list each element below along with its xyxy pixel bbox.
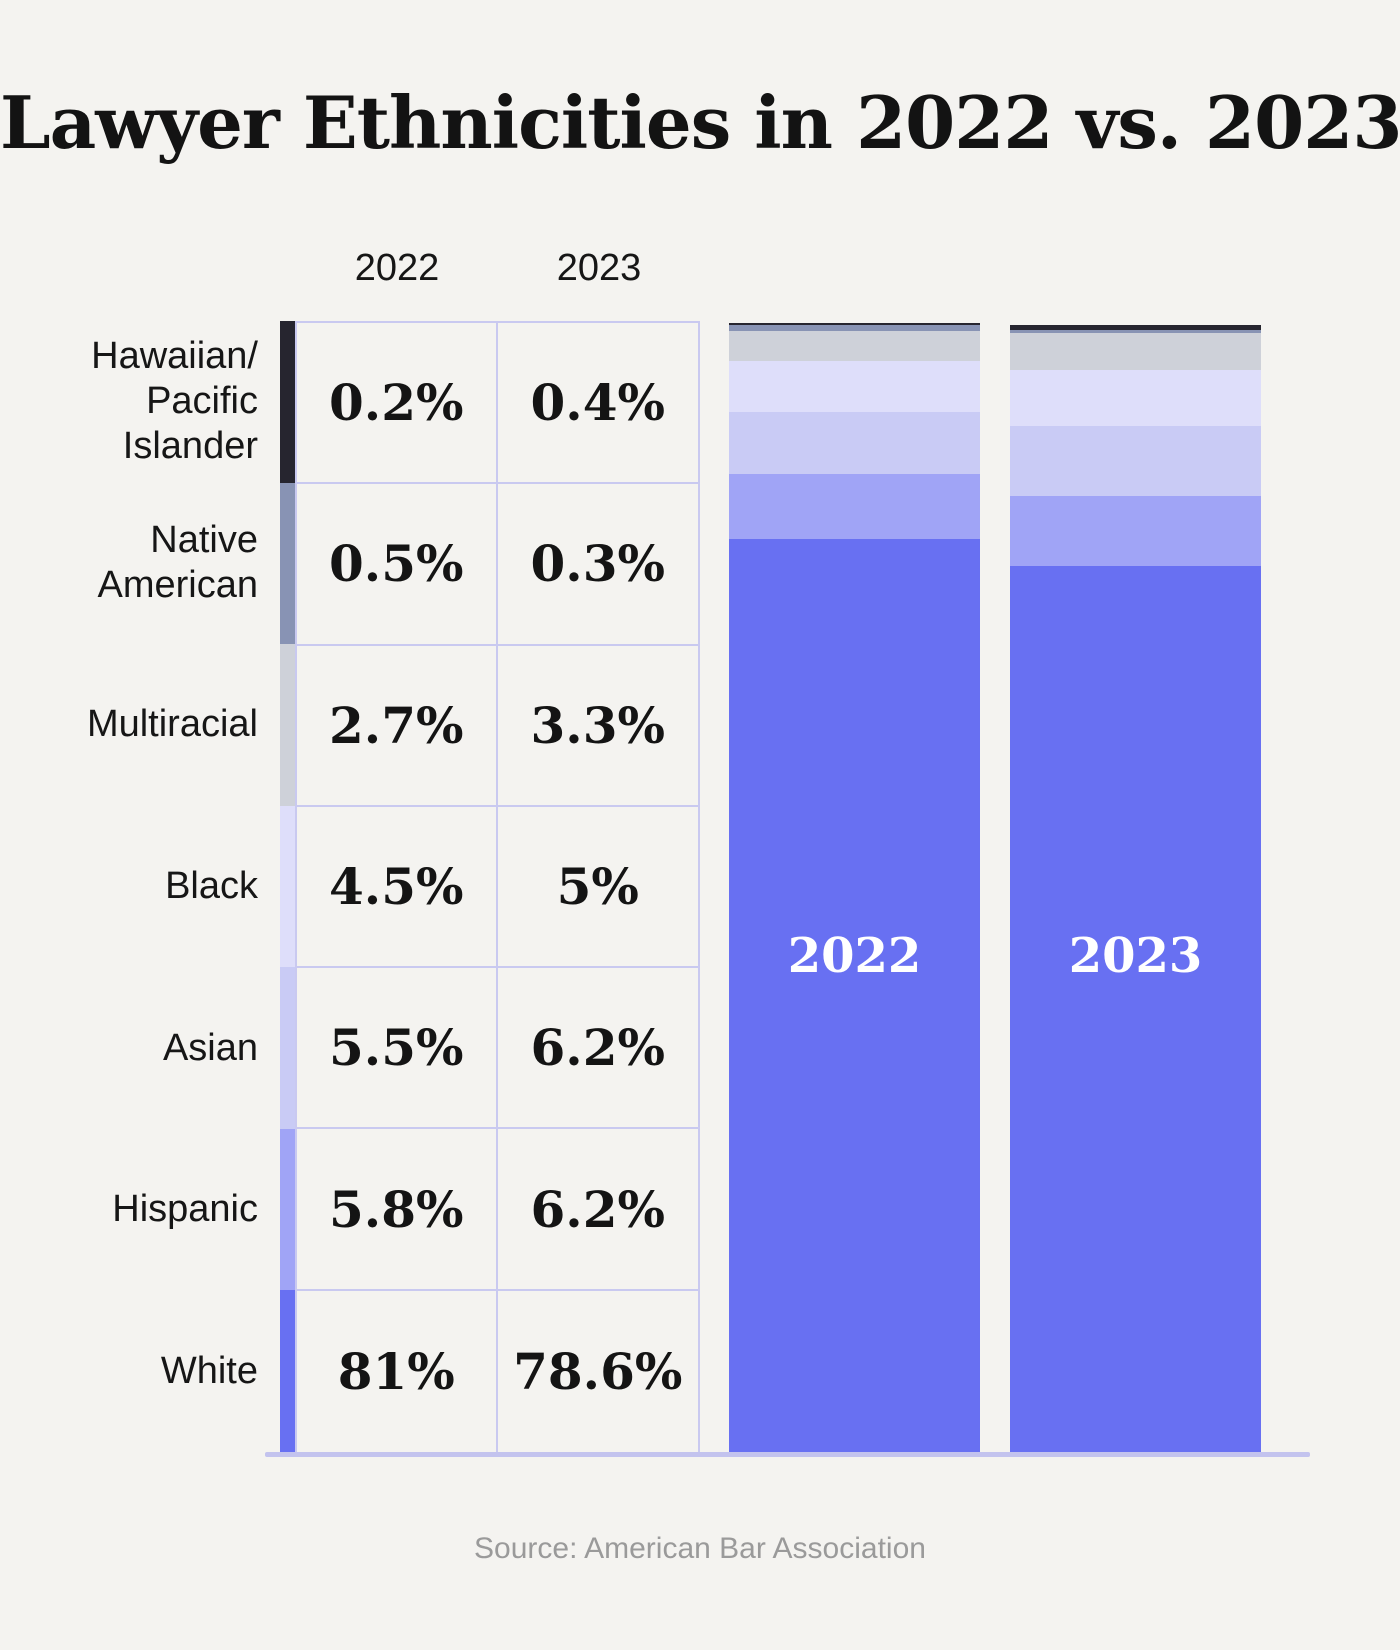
bar-segment-multiracial — [1010, 332, 1261, 371]
value-cell: 6.2% — [497, 968, 698, 1130]
row-label-asian: Asian — [162, 1026, 258, 1069]
value-cell: 6.2% — [497, 1129, 698, 1291]
value-cell: 0.4% — [497, 323, 698, 485]
bar-segment-multiracial — [729, 330, 980, 362]
source-caption: Source: American Bar Association — [474, 1532, 926, 1565]
bar-segment-white — [729, 539, 980, 1452]
color-swatch — [280, 805, 295, 968]
stacked-bar-2023 — [1010, 325, 1261, 1452]
row-label-multiracial: Multiracial — [86, 703, 258, 746]
bar-label-2023: 2023 — [1068, 928, 1203, 984]
bar-segment-native-american — [729, 324, 980, 331]
bar-segment-hispanic — [1010, 496, 1261, 567]
bar-segment-hispanic — [729, 473, 980, 540]
value-cell: 0.2% — [297, 323, 498, 485]
value-cell: 5.5% — [297, 968, 498, 1130]
value-cell: 81% — [297, 1290, 498, 1452]
stacked-bar-2022 — [729, 322, 980, 1452]
row-label-native-american: Native American — [97, 519, 259, 607]
color-swatch — [280, 644, 295, 806]
bar-segment-asian — [1010, 426, 1261, 497]
color-swatch — [280, 1290, 295, 1452]
value-cell: 2.7% — [297, 645, 498, 807]
bar-segment-black — [1010, 370, 1261, 427]
value-cell: 0.5% — [297, 484, 498, 646]
color-swatch — [280, 967, 295, 1129]
row-label-white: White — [160, 1349, 258, 1392]
bar-segment-hawaiian-pacific-islander — [1010, 325, 1261, 330]
bar-segment-asian — [729, 411, 980, 474]
bar-segment-white — [1010, 566, 1261, 1452]
bar-segment-hawaiian-pacific-islander — [729, 322, 980, 325]
axis-baseline — [265, 1452, 1310, 1457]
color-swatch — [280, 1128, 295, 1291]
row-label-hawaiian-pacific-islander: Hawaiian/Pacific Islander — [91, 335, 258, 468]
chart-title: Lawyer Ethnicities in 2022 vs. 2023 — [0, 80, 1400, 165]
bar-label-2022: 2022 — [787, 928, 922, 984]
value-cell: 4.5% — [297, 806, 498, 969]
value-cell: 78.6% — [513, 1341, 683, 1401]
value-cell: 0.3% — [497, 484, 698, 646]
value-cell: 3.3% — [497, 646, 698, 807]
color-swatch — [280, 482, 295, 645]
bar-segment-native-american — [1010, 329, 1261, 333]
row-label-black: Black — [165, 864, 258, 907]
value-cell: 5.8% — [297, 1129, 498, 1291]
bar-segment-black — [729, 361, 980, 412]
row-label-hispanic: Hispanic — [112, 1188, 258, 1231]
table-column-header-2022: 2022 — [354, 247, 440, 289]
values-table: 0.2% 0.4% 0.5% 0.3% 2.7% 3.3% 4.5% 5% 5.5% 6.2% 5.… — [295, 321, 700, 1452]
value-cell: 5% — [497, 807, 698, 969]
color-swatch — [280, 321, 295, 483]
table-column-header-2023: 2023 — [556, 247, 642, 289]
